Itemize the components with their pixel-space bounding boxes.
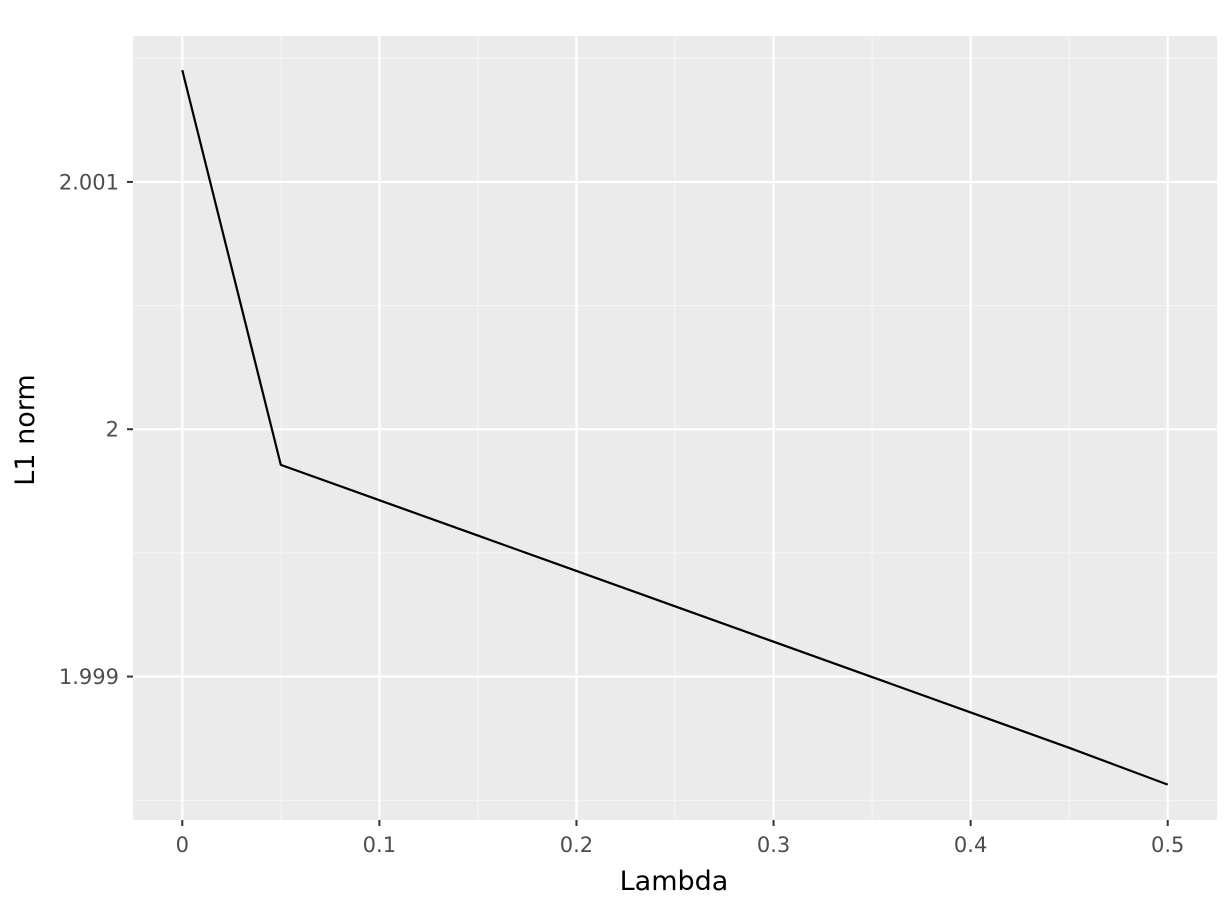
- x-tick-label: 0.2: [560, 833, 593, 857]
- x-axis: 0 0.1 0.2 0.3 0.4 0.5: [176, 820, 1184, 857]
- y-tick-label: 2: [106, 418, 119, 442]
- minor-grid: [133, 36, 1217, 820]
- x-tick-label: 0.4: [954, 833, 987, 857]
- y-axis: 1.999 2 2.001: [59, 170, 133, 689]
- y-tick-label: 1.999: [59, 665, 119, 689]
- x-tick-label: 0.3: [757, 833, 790, 857]
- x-tick-label: 0.5: [1151, 833, 1184, 857]
- major-grid: [133, 36, 1217, 820]
- x-tick-label: 0: [176, 833, 189, 857]
- y-axis-title: L1 norm: [10, 374, 41, 485]
- x-axis-title: Lambda: [620, 866, 729, 897]
- y-tick-label: 2.001: [59, 170, 119, 194]
- x-tick-label: 0.1: [363, 833, 396, 857]
- series-line: [181, 69, 1169, 786]
